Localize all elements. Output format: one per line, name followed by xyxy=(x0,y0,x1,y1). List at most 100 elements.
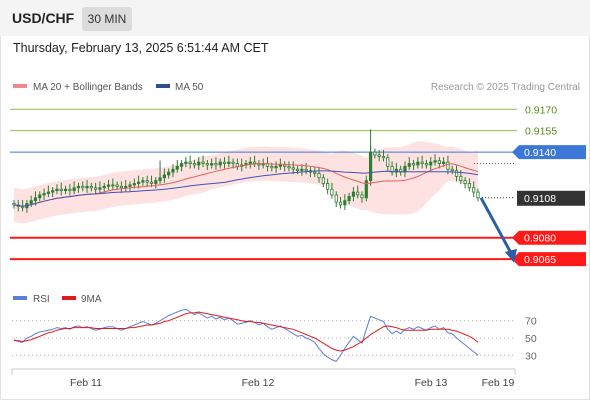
support-1-tag xyxy=(512,230,586,245)
candle-body xyxy=(373,151,377,156)
candle xyxy=(124,179,128,192)
candle-body xyxy=(411,163,416,166)
candle xyxy=(227,155,231,168)
candle xyxy=(424,159,429,169)
candle xyxy=(321,174,325,188)
candle-body xyxy=(51,190,55,193)
candle-body xyxy=(184,161,188,164)
candle-body xyxy=(136,181,141,184)
ma20-legend-label: MA 20 + Bollinger Bands xyxy=(33,82,143,93)
candle xyxy=(283,161,287,172)
candle xyxy=(472,181,476,198)
candle xyxy=(300,164,304,176)
candle xyxy=(338,197,343,209)
candle xyxy=(192,159,197,169)
candle xyxy=(72,181,76,195)
candle xyxy=(463,177,467,189)
rsi-panel: 70 50 30 xyxy=(12,308,537,362)
candle-body xyxy=(420,161,424,164)
candle-body xyxy=(274,165,278,169)
candle xyxy=(411,159,416,170)
candle xyxy=(132,178,136,189)
candle-body xyxy=(252,161,257,164)
candle-body xyxy=(270,165,274,169)
candle-body xyxy=(463,180,467,184)
candle xyxy=(433,154,437,166)
candle-body xyxy=(106,184,111,187)
candle xyxy=(197,157,201,170)
candle xyxy=(94,182,98,195)
candle xyxy=(450,165,454,175)
candle xyxy=(326,178,330,195)
ma50-legend-swatch xyxy=(156,84,170,88)
candle xyxy=(317,167,321,183)
candle xyxy=(407,157,411,170)
candle-body xyxy=(205,163,209,166)
candle xyxy=(201,155,205,168)
rsi-legend-label: RSI xyxy=(33,294,50,305)
candle-body xyxy=(72,187,76,192)
candle-body xyxy=(459,175,463,182)
header-bar: USD/CHF 30 MIN xyxy=(0,0,590,36)
forecast-arrow-line xyxy=(479,197,514,256)
timeframe-button[interactable]: 30 MIN xyxy=(82,7,132,31)
candle-body xyxy=(450,168,454,172)
x-tick-label: Feb 12 xyxy=(242,377,275,389)
candle xyxy=(154,177,158,189)
candle-body xyxy=(132,183,136,186)
ma20-legend-swatch xyxy=(13,84,27,88)
forecast-arrowhead xyxy=(505,248,517,263)
x-tick-label: Feb 13 xyxy=(415,377,448,389)
candle xyxy=(179,159,184,172)
current-tag xyxy=(517,190,585,206)
candle xyxy=(437,157,441,169)
candle xyxy=(102,182,106,193)
candle-body xyxy=(210,163,214,166)
candle xyxy=(136,175,141,189)
candle-body xyxy=(278,164,282,167)
candle xyxy=(330,182,334,199)
candle xyxy=(356,185,360,199)
candle-body xyxy=(33,197,38,202)
candle xyxy=(351,187,356,202)
candle-body xyxy=(42,193,46,196)
rsi-ma-line xyxy=(14,311,479,352)
candle-body xyxy=(68,188,72,192)
candle xyxy=(429,157,433,170)
candle-body xyxy=(351,191,356,197)
candle-body xyxy=(175,165,179,170)
candle-body xyxy=(81,185,85,189)
candle-body xyxy=(227,161,231,164)
candle xyxy=(85,179,89,193)
candle-body xyxy=(55,188,59,192)
candle xyxy=(55,184,59,195)
x-axis: Feb 11 Feb 12 Feb 13 Feb 19 xyxy=(11,368,516,389)
candle xyxy=(42,188,46,200)
candle xyxy=(98,181,102,193)
candle-body xyxy=(356,191,360,196)
x-tick-label: Feb 19 xyxy=(482,377,515,389)
candle-body xyxy=(231,161,235,164)
candle-body xyxy=(446,161,450,170)
candle-body xyxy=(158,177,162,182)
candle xyxy=(46,185,50,198)
candle xyxy=(106,179,111,190)
candle-body xyxy=(179,163,184,167)
candle xyxy=(210,158,214,169)
candle xyxy=(416,157,420,169)
candle-body xyxy=(300,168,304,172)
candle xyxy=(29,195,33,208)
candle xyxy=(248,157,252,169)
timestamp: Thursday, February 13, 2025 6:51:44 AM C… xyxy=(13,41,269,55)
bollinger-band-area xyxy=(14,141,478,224)
candle xyxy=(420,155,424,169)
candle xyxy=(222,157,227,169)
candle-body xyxy=(416,161,420,166)
candle-body xyxy=(201,161,205,164)
candle-body xyxy=(29,200,33,204)
candle xyxy=(89,182,93,192)
rsi-scale-label: 30 xyxy=(525,350,537,362)
candle-body xyxy=(162,174,166,179)
candle xyxy=(386,154,390,172)
candle-body xyxy=(472,187,476,193)
